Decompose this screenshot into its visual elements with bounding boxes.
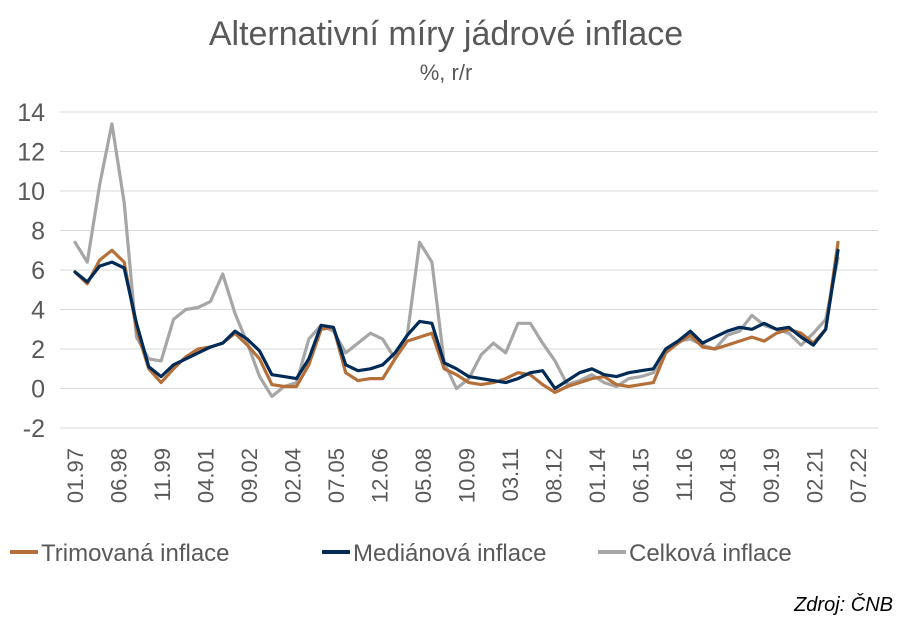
y-tick-label: -2	[23, 415, 45, 443]
x-axis-ticks: 01.97 06.98 11.99 04.01 09.02 02.04 07.05 12.06…	[63, 448, 871, 503]
x-tick-label: 12.06	[368, 448, 393, 503]
y-tick-label: 14	[17, 99, 45, 127]
x-tick-label: 07.22	[846, 448, 871, 503]
legend: Trimovaná inflace Mediánová inflace Celkov…	[10, 540, 792, 567]
y-tick-label: 6	[31, 257, 45, 285]
y-tick-label: 10	[17, 178, 45, 206]
x-tick-label: 03.11	[498, 448, 523, 501]
x-tick-label: 11.99	[150, 448, 175, 501]
x-tick-label: 01.97	[63, 448, 88, 503]
plot-series	[73, 122, 840, 398]
x-tick-label: 07.05	[324, 448, 349, 503]
chart-title: Alternativní míry jádrové inflace	[209, 15, 683, 53]
series-line-0	[73, 240, 840, 394]
source-note: Zdroj: ČNB	[793, 593, 893, 616]
y-tick-label: 2	[31, 336, 45, 364]
x-tick-label: 04.01	[194, 448, 219, 503]
series-line-1	[73, 248, 840, 391]
x-tick-label: 11.16	[672, 448, 697, 501]
y-tick-label: 8	[31, 218, 45, 246]
gridlines	[60, 111, 878, 429]
x-tick-label: 09.02	[237, 448, 262, 503]
x-tick-label: 06.98	[107, 448, 132, 503]
y-tick-label: 0	[31, 376, 45, 404]
x-tick-label: 02.21	[803, 448, 828, 503]
y-tick-label: 12	[17, 139, 45, 167]
legend-label: Celková inflace	[629, 540, 792, 567]
x-tick-label: 09.19	[759, 448, 784, 503]
x-tick-label: 01.14	[585, 448, 610, 503]
x-tick-label: 02.04	[281, 448, 306, 503]
x-tick-label: 08.12	[542, 448, 567, 503]
y-tick-label: 4	[31, 297, 45, 325]
x-tick-label: 06.15	[629, 448, 654, 503]
legend-label: Trimovaná inflace	[41, 540, 230, 567]
x-tick-label: 05.08	[411, 448, 436, 503]
x-tick-label: 10.09	[455, 448, 480, 503]
chart-subtitle: %, r/r	[420, 60, 473, 85]
x-tick-label: 04.18	[716, 448, 741, 503]
y-axis-ticks: -2 0 2 4 6 8 10 12 14	[17, 99, 45, 443]
legend-label: Mediánová inflace	[353, 540, 546, 567]
